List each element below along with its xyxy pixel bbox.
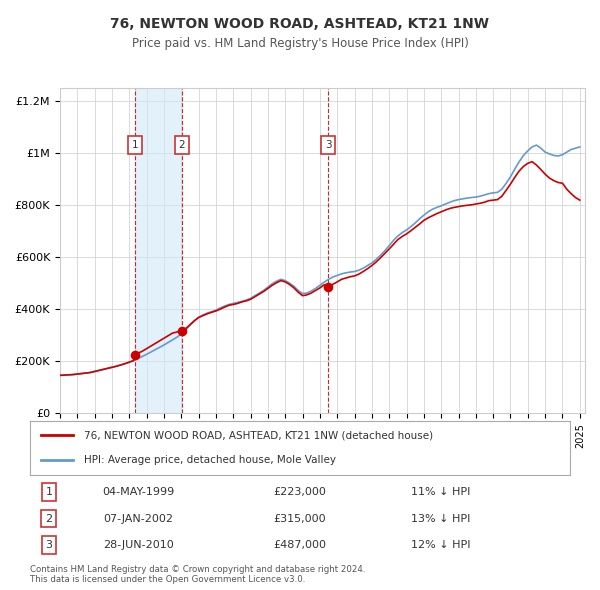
Text: 28-JUN-2010: 28-JUN-2010 — [103, 540, 173, 550]
Point — [177, 326, 187, 336]
Text: 76, NEWTON WOOD ROAD, ASHTEAD, KT21 1NW: 76, NEWTON WOOD ROAD, ASHTEAD, KT21 1NW — [110, 17, 490, 31]
Bar — [136, 88, 182, 413]
Text: 2: 2 — [178, 140, 185, 150]
Text: 07-JAN-2002: 07-JAN-2002 — [103, 513, 173, 523]
Text: 2: 2 — [46, 513, 52, 523]
Point — [323, 282, 333, 291]
Text: 1: 1 — [132, 140, 139, 150]
Text: HPI: Average price, detached house, Mole Valley: HPI: Average price, detached house, Mole… — [84, 455, 336, 466]
Text: 13% ↓ HPI: 13% ↓ HPI — [411, 513, 470, 523]
Text: Contains HM Land Registry data © Crown copyright and database right 2024.
This d: Contains HM Land Registry data © Crown c… — [30, 565, 365, 584]
Text: £315,000: £315,000 — [274, 513, 326, 523]
Text: £487,000: £487,000 — [274, 540, 326, 550]
Text: £223,000: £223,000 — [274, 487, 326, 497]
Text: 11% ↓ HPI: 11% ↓ HPI — [411, 487, 470, 497]
Text: 3: 3 — [325, 140, 332, 150]
Text: 04-MAY-1999: 04-MAY-1999 — [102, 487, 174, 497]
Text: Price paid vs. HM Land Registry's House Price Index (HPI): Price paid vs. HM Land Registry's House … — [131, 37, 469, 50]
Text: 3: 3 — [46, 540, 52, 550]
Text: 1: 1 — [46, 487, 52, 497]
Text: 12% ↓ HPI: 12% ↓ HPI — [410, 540, 470, 550]
Point — [131, 350, 140, 360]
Text: 76, NEWTON WOOD ROAD, ASHTEAD, KT21 1NW (detached house): 76, NEWTON WOOD ROAD, ASHTEAD, KT21 1NW … — [84, 430, 433, 440]
